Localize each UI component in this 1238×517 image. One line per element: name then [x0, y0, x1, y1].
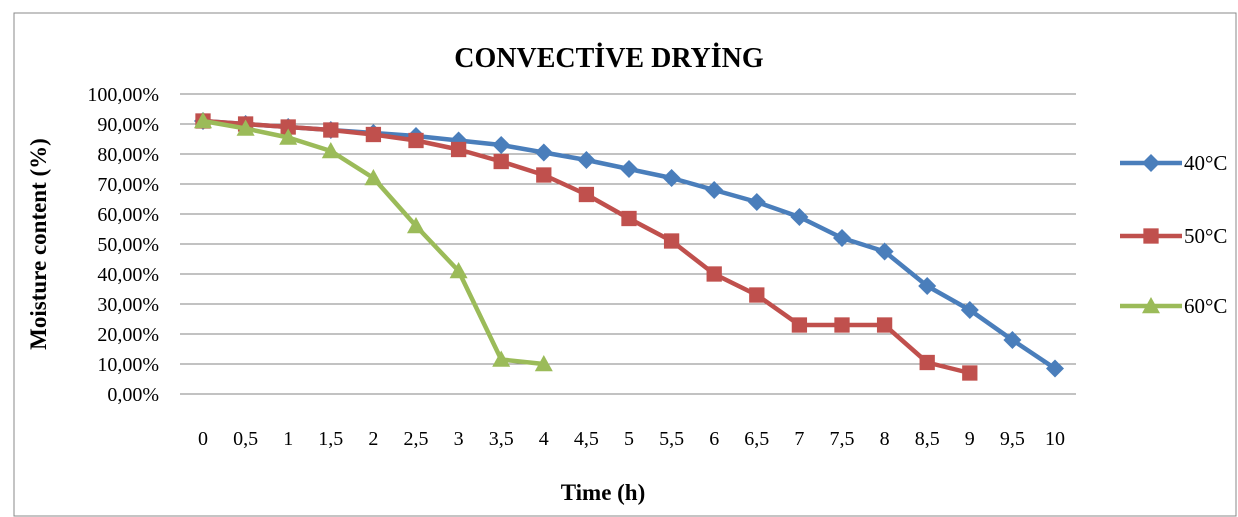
- data-point-square: [578, 186, 595, 203]
- data-point-square: [876, 317, 893, 333]
- data-point-square: [834, 317, 850, 333]
- data-point-triangle: [1142, 297, 1160, 314]
- x-tick-label: 8,5: [915, 428, 940, 450]
- data-point-square: [621, 210, 637, 227]
- x-tick-label: 0: [198, 428, 208, 450]
- data-point-diamond: [833, 229, 851, 247]
- data-point-triangle: [364, 169, 383, 186]
- data-point-square: [493, 153, 509, 170]
- data-point-square: [536, 167, 552, 183]
- data-point-diamond: [960, 301, 979, 319]
- data-point-square: [365, 126, 382, 143]
- data-point-triangle: [534, 355, 553, 372]
- y-tick-label: 70,00%: [97, 174, 159, 196]
- data-point-diamond: [534, 143, 553, 162]
- data-point-triangle: [321, 142, 340, 159]
- x-tick-label: 8: [880, 428, 890, 450]
- y-tick-label: 60,00%: [97, 204, 159, 226]
- x-tick-label: 1: [283, 428, 293, 450]
- data-point-diamond: [662, 169, 681, 187]
- data-point-diamond: [747, 193, 766, 211]
- x-axis-label: Time (h): [561, 480, 646, 505]
- x-tick-label: 0,5: [233, 428, 258, 450]
- x-tick-label: 1,5: [318, 428, 343, 450]
- data-point-square: [323, 122, 339, 138]
- data-point-diamond: [1046, 359, 1064, 378]
- series-group: [194, 112, 1064, 381]
- chart-border: [13, 12, 1237, 517]
- x-tick-label: 7,5: [830, 428, 855, 450]
- data-point-square: [791, 317, 808, 333]
- x-tick-label: 6,5: [744, 428, 769, 450]
- y-tick-label: 30,00%: [97, 294, 159, 316]
- data-point-diamond: [577, 151, 596, 169]
- y-tick-label: 90,00%: [97, 114, 159, 136]
- x-tick-label: 5,5: [659, 428, 684, 450]
- y-axis-label: Moisture content (%): [26, 138, 51, 350]
- x-tick-label: 9,5: [1000, 428, 1025, 450]
- series-square: [195, 113, 978, 381]
- chart-title: CONVECTİVE DRYİNG: [454, 43, 764, 74]
- x-tick-label: 9: [965, 428, 975, 450]
- y-tick-label: 80,00%: [97, 144, 159, 166]
- legend-entry: 50°C: [1120, 224, 1227, 248]
- x-tick-label: 4,5: [574, 428, 599, 450]
- data-point-triangle: [492, 350, 511, 367]
- data-point-diamond: [918, 277, 937, 295]
- data-point-diamond: [875, 242, 894, 261]
- legend-entry: 60°C: [1120, 294, 1227, 318]
- x-tick-label: 5: [624, 428, 634, 450]
- data-point-diamond: [1003, 331, 1022, 349]
- data-point-square: [749, 287, 765, 303]
- legend-entry: 40°C: [1120, 151, 1227, 175]
- y-tick-label: 100,00%: [87, 84, 159, 106]
- series-triangle: [194, 112, 553, 372]
- data-point-square: [706, 266, 722, 282]
- y-tick-label: 50,00%: [97, 234, 159, 256]
- data-point-diamond: [705, 181, 724, 199]
- data-point-square: [663, 233, 680, 249]
- legend-label: 40°C: [1184, 151, 1227, 175]
- x-tick-label: 4: [539, 428, 549, 450]
- x-tick-label: 3: [454, 428, 464, 450]
- y-axis-tick-labels: 0,00% 10,00% 20,00% 30,00% 40,00% 50,00% 60,00…: [87, 84, 159, 406]
- data-point-diamond: [492, 136, 511, 154]
- data-point-square: [408, 132, 424, 149]
- y-tick-label: 0,00%: [107, 384, 159, 406]
- y-tick-label: 40,00%: [97, 264, 159, 286]
- data-point-triangle: [236, 119, 255, 136]
- data-point-triangle: [407, 217, 425, 234]
- data-point-square: [962, 365, 978, 381]
- x-axis-tick-labels: 0 0,5 1 1,5 2 2,5 3 3,5 4 4,5 5 5,5 6 6,5 7 7,5 8 8,5 9 9,5…: [198, 428, 1065, 450]
- data-point-diamond: [1142, 154, 1160, 172]
- y-tick-label: 20,00%: [97, 324, 159, 346]
- data-point-triangle: [194, 112, 212, 129]
- x-tick-label: 2,5: [404, 428, 429, 450]
- x-tick-label: 7: [794, 428, 804, 450]
- x-tick-label: 10: [1045, 428, 1065, 450]
- data-point-triangle: [279, 128, 298, 145]
- data-point-square: [919, 354, 935, 371]
- data-point-square: [280, 119, 296, 135]
- x-tick-label: 6: [709, 428, 719, 450]
- data-point-square: [450, 141, 467, 158]
- legend-label: 50°C: [1184, 224, 1227, 248]
- data-point-diamond: [790, 208, 809, 226]
- x-tick-label: 3,5: [489, 428, 514, 450]
- legend-label: 60°C: [1184, 294, 1227, 318]
- legend: 40°C 50°C 60°C: [1120, 151, 1227, 318]
- data-point-diamond: [620, 160, 638, 178]
- x-tick-label: 2: [368, 428, 378, 450]
- data-point-square: [1143, 228, 1159, 244]
- data-point-triangle: [449, 262, 468, 279]
- y-tick-label: 10,00%: [97, 354, 159, 376]
